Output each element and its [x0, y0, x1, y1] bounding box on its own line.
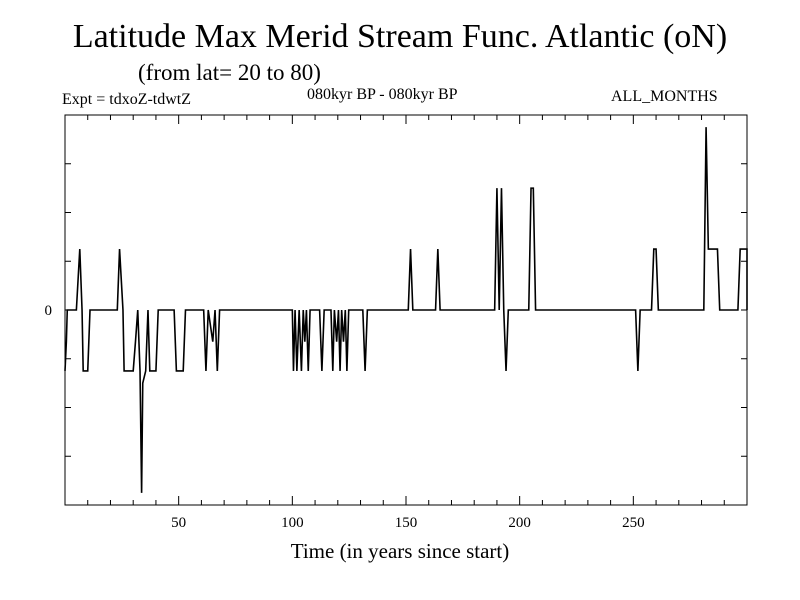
- months-label: ALL_MONTHS: [611, 88, 718, 105]
- x-tick-label: 100: [281, 515, 304, 531]
- x-tick-label: 150: [395, 515, 418, 531]
- y-tick-label: 0: [45, 303, 53, 319]
- x-tick-label: 200: [508, 515, 531, 531]
- experiment-label: Expt = tdxoZ-tdwtZ: [62, 91, 192, 108]
- x-tick-label: 250: [622, 515, 645, 531]
- chart-subtitle: (from lat= 20 to 80): [138, 60, 321, 85]
- chart-title: Latitude Max Merid Stream Func. Atlantic…: [72, 18, 728, 55]
- x-axis-label: Time (in years since start): [290, 539, 510, 563]
- series-line: [64, 127, 748, 493]
- period-label: 080kyr BP - 080kyr BP: [307, 86, 458, 103]
- x-tick-label: 50: [171, 515, 186, 531]
